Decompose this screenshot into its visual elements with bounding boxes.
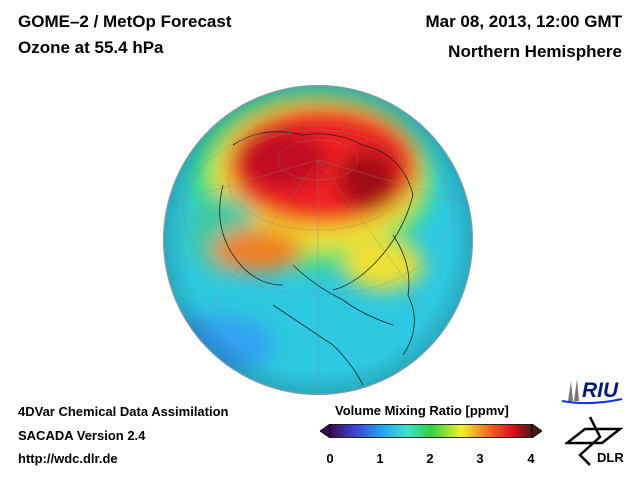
- dlr-logo: DLR: [565, 416, 624, 466]
- map-title: GOME–2 / MetOp Forecast: [18, 12, 232, 31]
- map-subtitle: Ozone at 55.4 hPa: [18, 38, 164, 57]
- colorbar-min-arrow: [320, 424, 331, 438]
- forecast-date: Mar 08, 2013, 12:00 GMT: [425, 12, 622, 31]
- colorbar-tick: 4: [527, 451, 535, 466]
- colorbar-tick: 0: [326, 451, 334, 466]
- colorbar: [320, 424, 542, 438]
- colorbar-max-arrow: [531, 424, 542, 438]
- footer-url[interactable]: http://wdc.dlr.de: [18, 451, 118, 466]
- colorbar-tick: 1: [376, 451, 384, 466]
- ozone-globe-map: [163, 85, 473, 395]
- svg-text:RIU: RIU: [582, 379, 619, 402]
- region-label: Northern Hemisphere: [448, 42, 622, 61]
- colorbar-tick: 2: [426, 451, 434, 466]
- footer-method: 4DVar Chemical Data Assimilation: [18, 404, 229, 419]
- riu-logo: RIU: [561, 379, 623, 405]
- colorbar-tick: 3: [476, 451, 484, 466]
- colorbar-title: Volume Mixing Ratio [ppmv]: [335, 403, 509, 418]
- footer-version: SACADA Version 2.4: [18, 428, 146, 443]
- svg-text:DLR: DLR: [597, 450, 624, 465]
